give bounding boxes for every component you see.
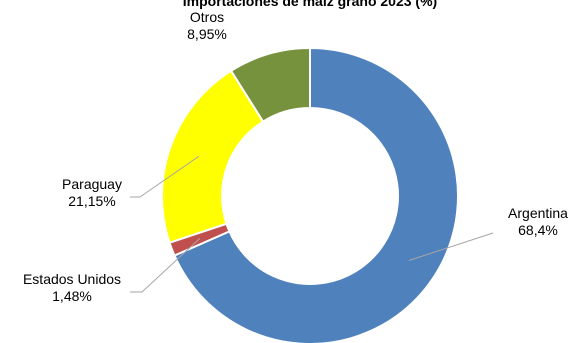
- data-label-estados-unidos-category: Estados Unidos: [23, 271, 121, 287]
- data-label-paraguay-category: Paraguay: [62, 176, 122, 192]
- data-label-otros-category: Otros: [190, 9, 224, 25]
- data-label-argentina: Argentina 68,4%: [508, 205, 568, 238]
- data-label-paraguay: Paraguay 21,15%: [62, 176, 122, 209]
- leader-line-estados-unidos: [130, 238, 201, 293]
- data-label-otros: Otros 8,95%: [187, 9, 227, 42]
- slices: [161, 46, 459, 343]
- slice-argentina: [173, 46, 459, 343]
- data-label-argentina-category: Argentina: [508, 205, 568, 221]
- chart-title: Importaciones de maíz grano 2023 (%): [183, 0, 437, 9]
- data-label-otros-value: 8,95%: [187, 26, 227, 42]
- leader-line-argentina: [408, 232, 494, 261]
- data-label-estados-unidos-value: 1,48%: [52, 288, 92, 304]
- slice-paraguay: [161, 69, 265, 244]
- leader-line-paraguay: [130, 155, 200, 198]
- data-label-argentina-value: 68,4%: [518, 222, 558, 238]
- slice-otros: [229, 46, 311, 123]
- data-labels: Argentina 68,4% Estados Unidos 1,48% Paragua…: [23, 9, 568, 304]
- leader-lines: [130, 155, 494, 293]
- data-label-paraguay-value: 21,15%: [68, 193, 115, 209]
- data-label-estados-unidos: Estados Unidos 1,48%: [23, 271, 121, 304]
